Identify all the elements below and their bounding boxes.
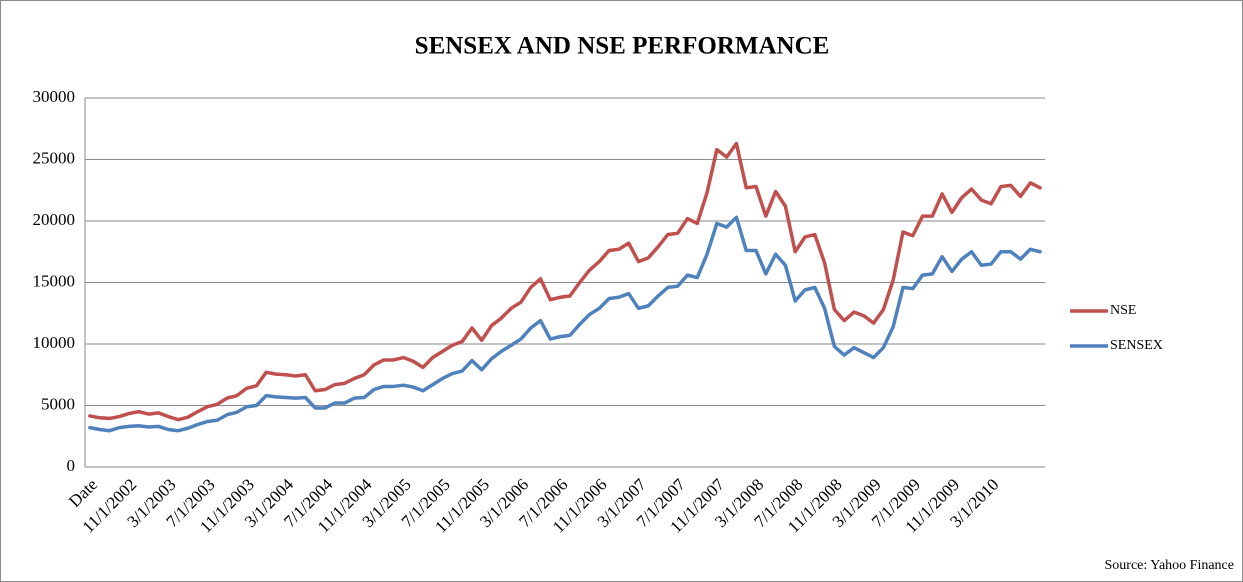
line-series: [88, 141, 1042, 422]
y-tick-label: 15000: [33, 271, 76, 290]
y-tick-label: 10000: [33, 333, 76, 352]
legend-label: NSE: [1110, 303, 1136, 318]
y-tick-label: 20000: [33, 210, 76, 229]
y-tick-label: 0: [67, 456, 76, 475]
legend-label: SENSEX: [1110, 338, 1163, 353]
chart-title: SENSEX AND NSE PERFORMANCE: [415, 33, 830, 60]
y-tick-label: 30000: [33, 87, 76, 106]
source-note: Source: Yahoo Finance: [1105, 558, 1235, 573]
line-series: [88, 215, 1042, 433]
y-tick-label: 5000: [41, 394, 75, 413]
y-tick-label: 25000: [33, 148, 76, 167]
